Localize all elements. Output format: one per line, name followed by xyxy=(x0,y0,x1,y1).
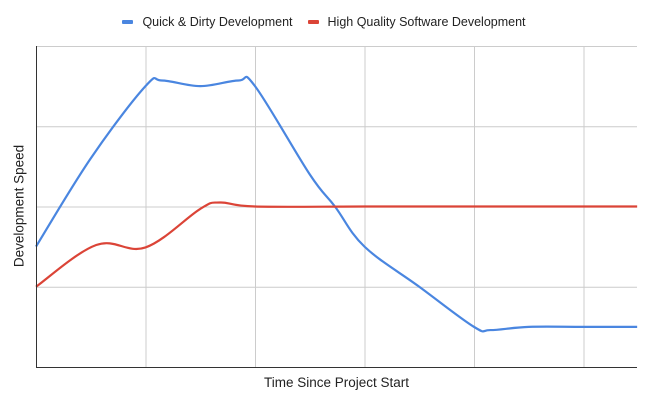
x-axis-title: Time Since Project Start xyxy=(263,375,410,390)
series-line-quick-dirty[interactable] xyxy=(35,75,638,333)
legend-swatch-blue-icon xyxy=(122,20,134,24)
legend-item-quick-dirty[interactable]: Quick & Dirty Development xyxy=(122,15,293,29)
legend-swatch-red-icon xyxy=(307,20,319,24)
legend-label: High Quality Software Development xyxy=(327,15,526,29)
legend-label: Quick & Dirty Development xyxy=(142,15,293,29)
axes xyxy=(36,46,637,368)
legend-item-high-quality[interactable]: High Quality Software Development xyxy=(307,15,526,29)
series-lines xyxy=(35,75,638,333)
chart-legend: Quick & Dirty Development High Quality S… xyxy=(0,13,648,31)
series-line-high-quality[interactable] xyxy=(35,201,638,288)
y-axis-title: Development Speed xyxy=(11,144,27,268)
